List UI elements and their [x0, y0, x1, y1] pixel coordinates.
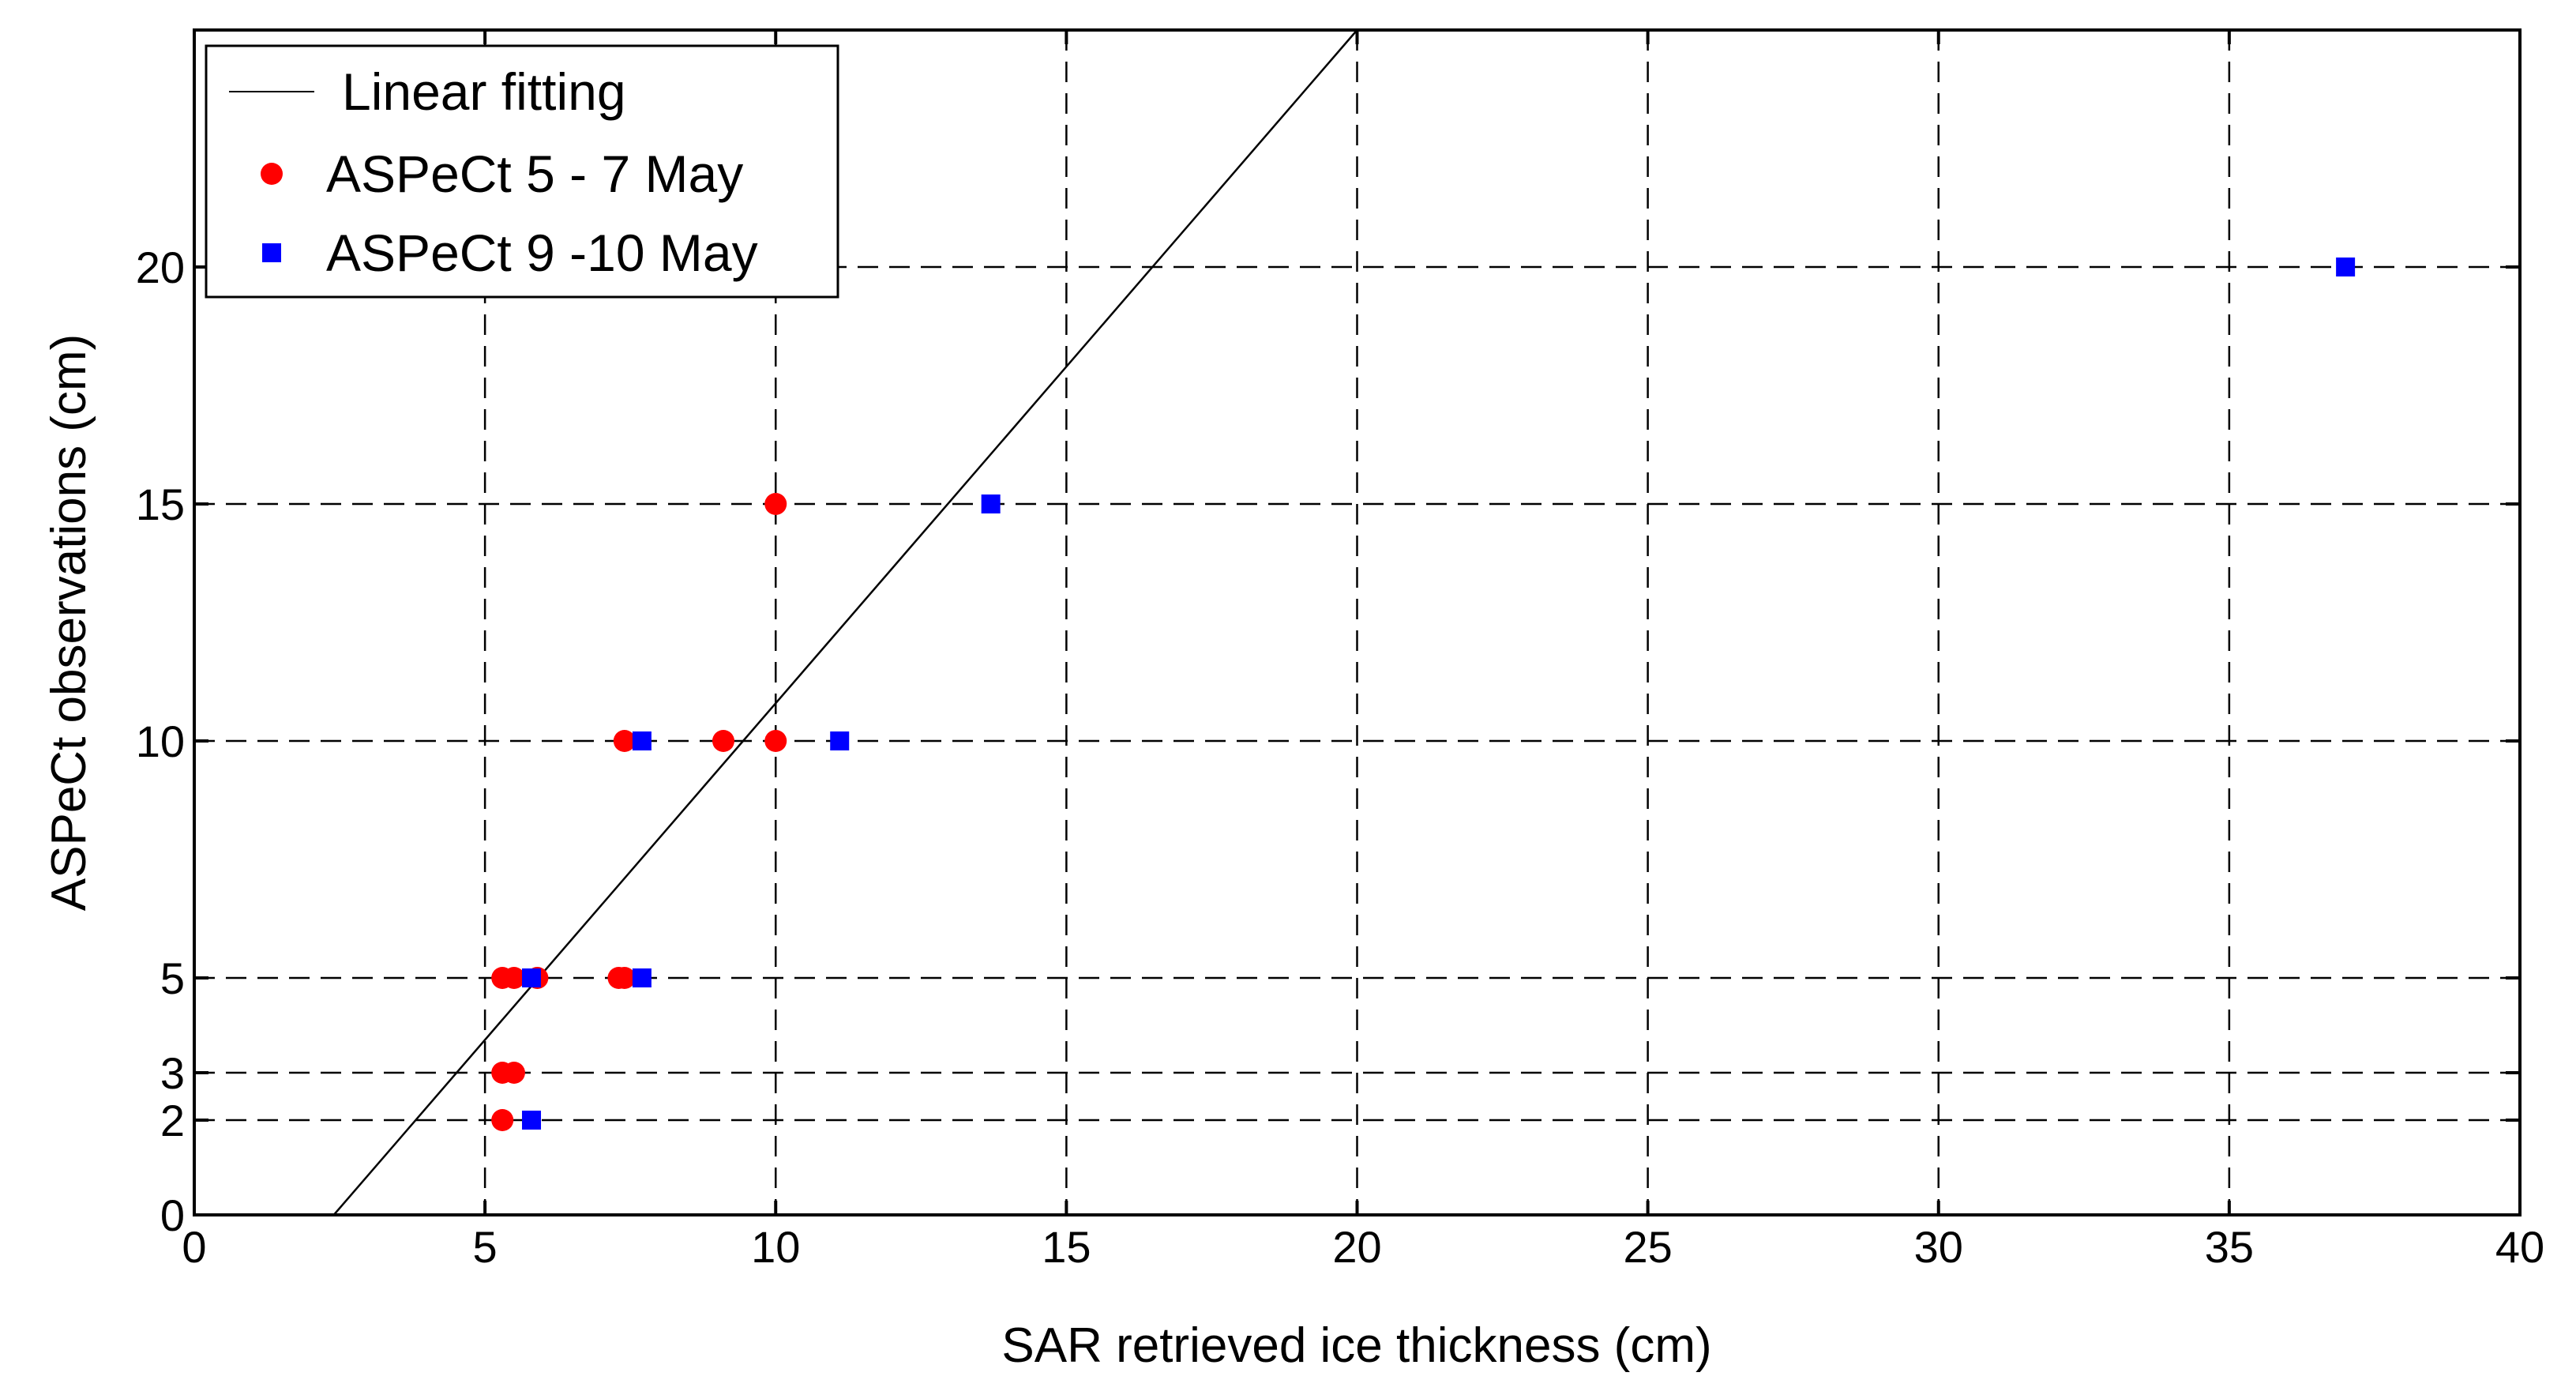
- x-tick-label: 10: [751, 1222, 800, 1272]
- data-point-may-5-7: [764, 493, 787, 515]
- grid-lines: [194, 30, 2520, 1215]
- data-point-may-9-10: [981, 494, 1001, 513]
- data-point-may-5-7: [502, 967, 525, 989]
- data-point-may-5-7: [712, 730, 734, 752]
- y-axis-title: ASPeCt observations (cm): [42, 334, 96, 911]
- data-point-may-5-7: [613, 967, 636, 989]
- x-tick-label: 30: [1914, 1222, 1963, 1272]
- x-tick-label: 25: [1623, 1222, 1672, 1272]
- x-tick-labels: 0 5 10 15 20 25 30 35 40: [182, 1222, 2544, 1272]
- data-point-may-9-10: [830, 731, 850, 750]
- legend-box: [205, 44, 839, 299]
- legend-label-fit: Linear fitting: [342, 62, 626, 121]
- legend-label-may-9-10: ASPeCt 9 -10 May: [326, 224, 758, 282]
- data-point-may-5-7: [764, 730, 787, 752]
- y-tick-label: 10: [136, 716, 185, 766]
- y-tick-labels: 0 23 5 10 15 20: [136, 243, 185, 1240]
- data-point-may-5-7: [502, 1062, 525, 1084]
- y-tick-label: 0: [160, 1190, 185, 1240]
- axis-ticks: [193, 30, 2522, 1216]
- y-tick-label: 15: [136, 479, 185, 529]
- x-tick-label: 20: [1332, 1222, 1381, 1272]
- data-point-may-9-10: [632, 731, 652, 750]
- data-point-may-9-10: [632, 968, 652, 987]
- data-markers: [491, 258, 2356, 1131]
- x-tick-label: 15: [1042, 1222, 1091, 1272]
- legend-label-may-5-7: ASPeCt 5 - 7 May: [326, 145, 743, 203]
- y-tick-label: 2: [160, 1096, 185, 1145]
- data-point-may-5-7: [613, 730, 636, 752]
- x-tick-label: 0: [182, 1222, 206, 1272]
- linear-fit-line: [332, 29, 1358, 1216]
- y-tick-label: 3: [160, 1048, 185, 1098]
- data-point-may-9-10: [2336, 258, 2356, 276]
- x-tick-label: 40: [2495, 1222, 2544, 1272]
- y-tick-label: 5: [160, 953, 185, 1003]
- linear-fit: [332, 29, 1358, 1216]
- legend: Linear fitting ASPeCt 5 - 7 May ASPeCt 9…: [205, 44, 839, 299]
- legend-square-swatch: [262, 243, 281, 262]
- data-point-may-9-10: [522, 1111, 542, 1130]
- legend-circle-swatch: [261, 163, 283, 185]
- y-tick-label: 20: [136, 243, 185, 292]
- x-tick-label: 5: [473, 1222, 498, 1272]
- x-axis-title: SAR retrieved ice thickness (cm): [1001, 1318, 1711, 1373]
- x-tick-label: 35: [2205, 1222, 2254, 1272]
- data-point-may-9-10: [522, 968, 542, 987]
- data-point-may-5-7: [491, 1109, 514, 1131]
